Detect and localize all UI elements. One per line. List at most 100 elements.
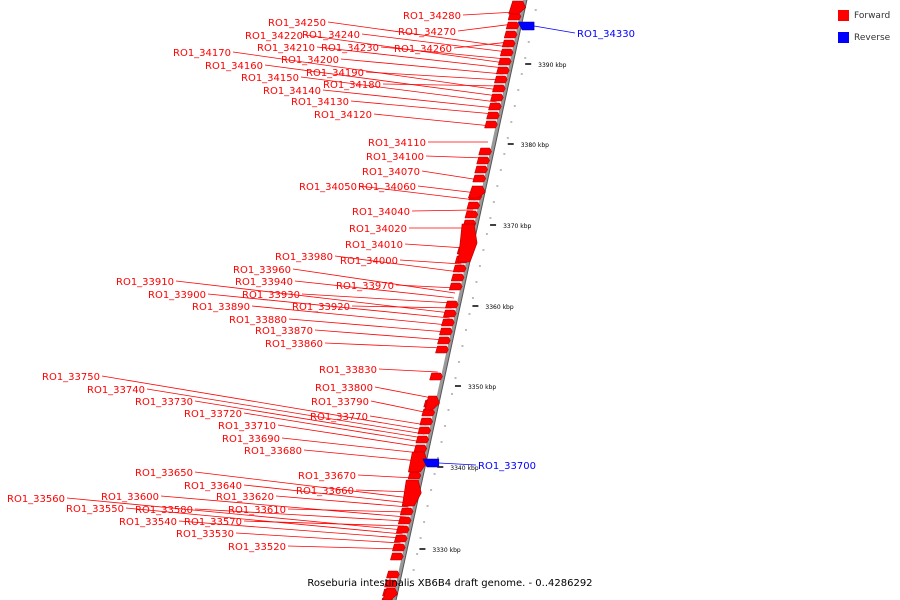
forward-gene-label: RO1_34190 [306, 68, 364, 79]
forward-gene-label: RO1_34120 [314, 110, 372, 121]
leader-line [287, 508, 408, 513]
forward-gene-label: RO1_33740 [87, 385, 145, 396]
forward-gene-feature [407, 471, 422, 480]
forward-gene-feature [466, 201, 481, 210]
forward-gene-feature [505, 21, 520, 30]
forward-gene-feature [397, 516, 412, 525]
forward-gene-feature [472, 174, 487, 183]
genome-backbone [392, 0, 527, 600]
forward-gene-label: RO1_33560 [7, 494, 65, 505]
leader-line [453, 41, 510, 49]
leader-line [378, 368, 438, 373]
forward-gene-label: RO1_33530 [176, 529, 234, 540]
leader-line [288, 318, 447, 333]
forward-gene-feature [439, 327, 453, 336]
forward-gene-feature [492, 84, 506, 93]
forward-gene-label: RO1_33900 [148, 290, 206, 301]
forward-gene-feature [424, 395, 440, 411]
forward-gene-label: RO1_33580 [135, 505, 193, 516]
legend-label-reverse: Reverse [854, 32, 891, 43]
leader-line [361, 33, 508, 53]
forward-gene-label: RO1_33800 [315, 383, 373, 394]
leader-line [160, 495, 407, 518]
legend-label-forward: Forward [854, 10, 891, 21]
forward-gene-label: RO1_33920 [292, 302, 350, 313]
leader-line [243, 412, 423, 443]
forward-gene-label: RO1_33650 [135, 468, 193, 479]
leader-line [374, 386, 433, 399]
leader-line [146, 388, 425, 435]
forward-gene-feature [490, 93, 504, 102]
leader-line [232, 51, 500, 91]
forward-gene-label: RO1_33890 [192, 302, 250, 313]
forward-gene-label: RO1_33870 [255, 326, 313, 337]
leader-line [304, 34, 506, 64]
forward-gene-feature [393, 534, 408, 543]
forward-gene-label: RO1_34170 [173, 48, 231, 59]
forward-gene-label: RO1_33770 [310, 412, 368, 423]
forward-gene-label: RO1_33790 [311, 397, 369, 408]
forward-gene-label: RO1_33520 [228, 542, 286, 553]
forward-gene-feature [390, 552, 404, 561]
forward-gene-feature [497, 57, 512, 66]
forward-gene-feature [494, 75, 508, 84]
forward-gene-label: RO1_34060 [358, 182, 416, 193]
reverse-gene-feature [517, 21, 535, 31]
forward-gene-feature [499, 48, 514, 57]
leader-line [370, 400, 429, 414]
forward-gene-label: RO1_34230 [321, 43, 379, 54]
genome-backbone-shadow [395, 0, 528, 600]
forward-gene-label: RO1_33550 [66, 504, 124, 515]
leader-line [101, 375, 426, 431]
leader-line [404, 243, 465, 249]
forward-gene-label: RO1_33620 [216, 492, 274, 503]
forward-gene-label: RO1_33540 [119, 517, 177, 528]
forward-gene-label: RO1_33960 [233, 265, 291, 276]
forward-gene-label: RO1_33940 [235, 277, 293, 288]
leader-line [365, 71, 502, 81]
forward-gene-feature [474, 165, 489, 174]
leader-line [411, 209, 474, 212]
forward-gene-label: RO1_33670 [298, 471, 356, 482]
forward-gene-label: RO1_33970 [336, 281, 394, 292]
leader-line [235, 532, 401, 544]
leader-line [194, 400, 424, 439]
forward-gene-feature [413, 444, 428, 453]
leader-line [357, 474, 415, 479]
forward-gene-feature [452, 264, 467, 273]
forward-gene-feature [508, 0, 527, 15]
forward-gene-label: RO1_34140 [263, 86, 321, 97]
forward-gene-label: RO1_33860 [265, 339, 323, 350]
scale-tick-label: 3330 kbp [432, 547, 460, 554]
forward-gene-feature [441, 318, 455, 327]
forward-gene-feature [486, 111, 500, 120]
leader-line [66, 497, 404, 531]
legend-swatch-reverse [838, 32, 849, 43]
forward-gene-feature [464, 210, 479, 219]
leader-line [194, 508, 406, 522]
leader-line [462, 11, 517, 16]
forward-gene-label: RO1_33720 [184, 409, 242, 420]
forward-gene-feature [386, 570, 400, 579]
forward-gene-label: RO1_34220 [245, 31, 303, 42]
gene-features [381, 0, 535, 600]
gene-labels: RO1_34280RO1_34270RO1_34260RO1_34250RO1_… [7, 11, 635, 553]
forward-gene-label: RO1_33930 [242, 290, 300, 301]
forward-gene-label: RO1_34200 [281, 55, 339, 66]
forward-gene-label: RO1_34100 [366, 152, 424, 163]
forward-gene-feature [399, 507, 414, 516]
forward-gene-label: RO1_33660 [296, 486, 354, 497]
leader-line [355, 489, 412, 493]
scale-tick-label: 3360 kbp [485, 304, 513, 311]
leader-line [275, 495, 409, 508]
forward-gene-label: RO1_34070 [362, 167, 420, 178]
forward-gene-label: RO1_34160 [205, 61, 263, 72]
forward-gene-label: RO1_33710 [218, 421, 276, 432]
forward-gene-feature [478, 147, 492, 156]
forward-gene-label: RO1_33750 [42, 372, 100, 383]
leader-line [207, 293, 450, 319]
leader-line [243, 484, 410, 504]
forward-gene-label: RO1_33910 [116, 277, 174, 288]
forward-gene-feature [442, 309, 457, 318]
